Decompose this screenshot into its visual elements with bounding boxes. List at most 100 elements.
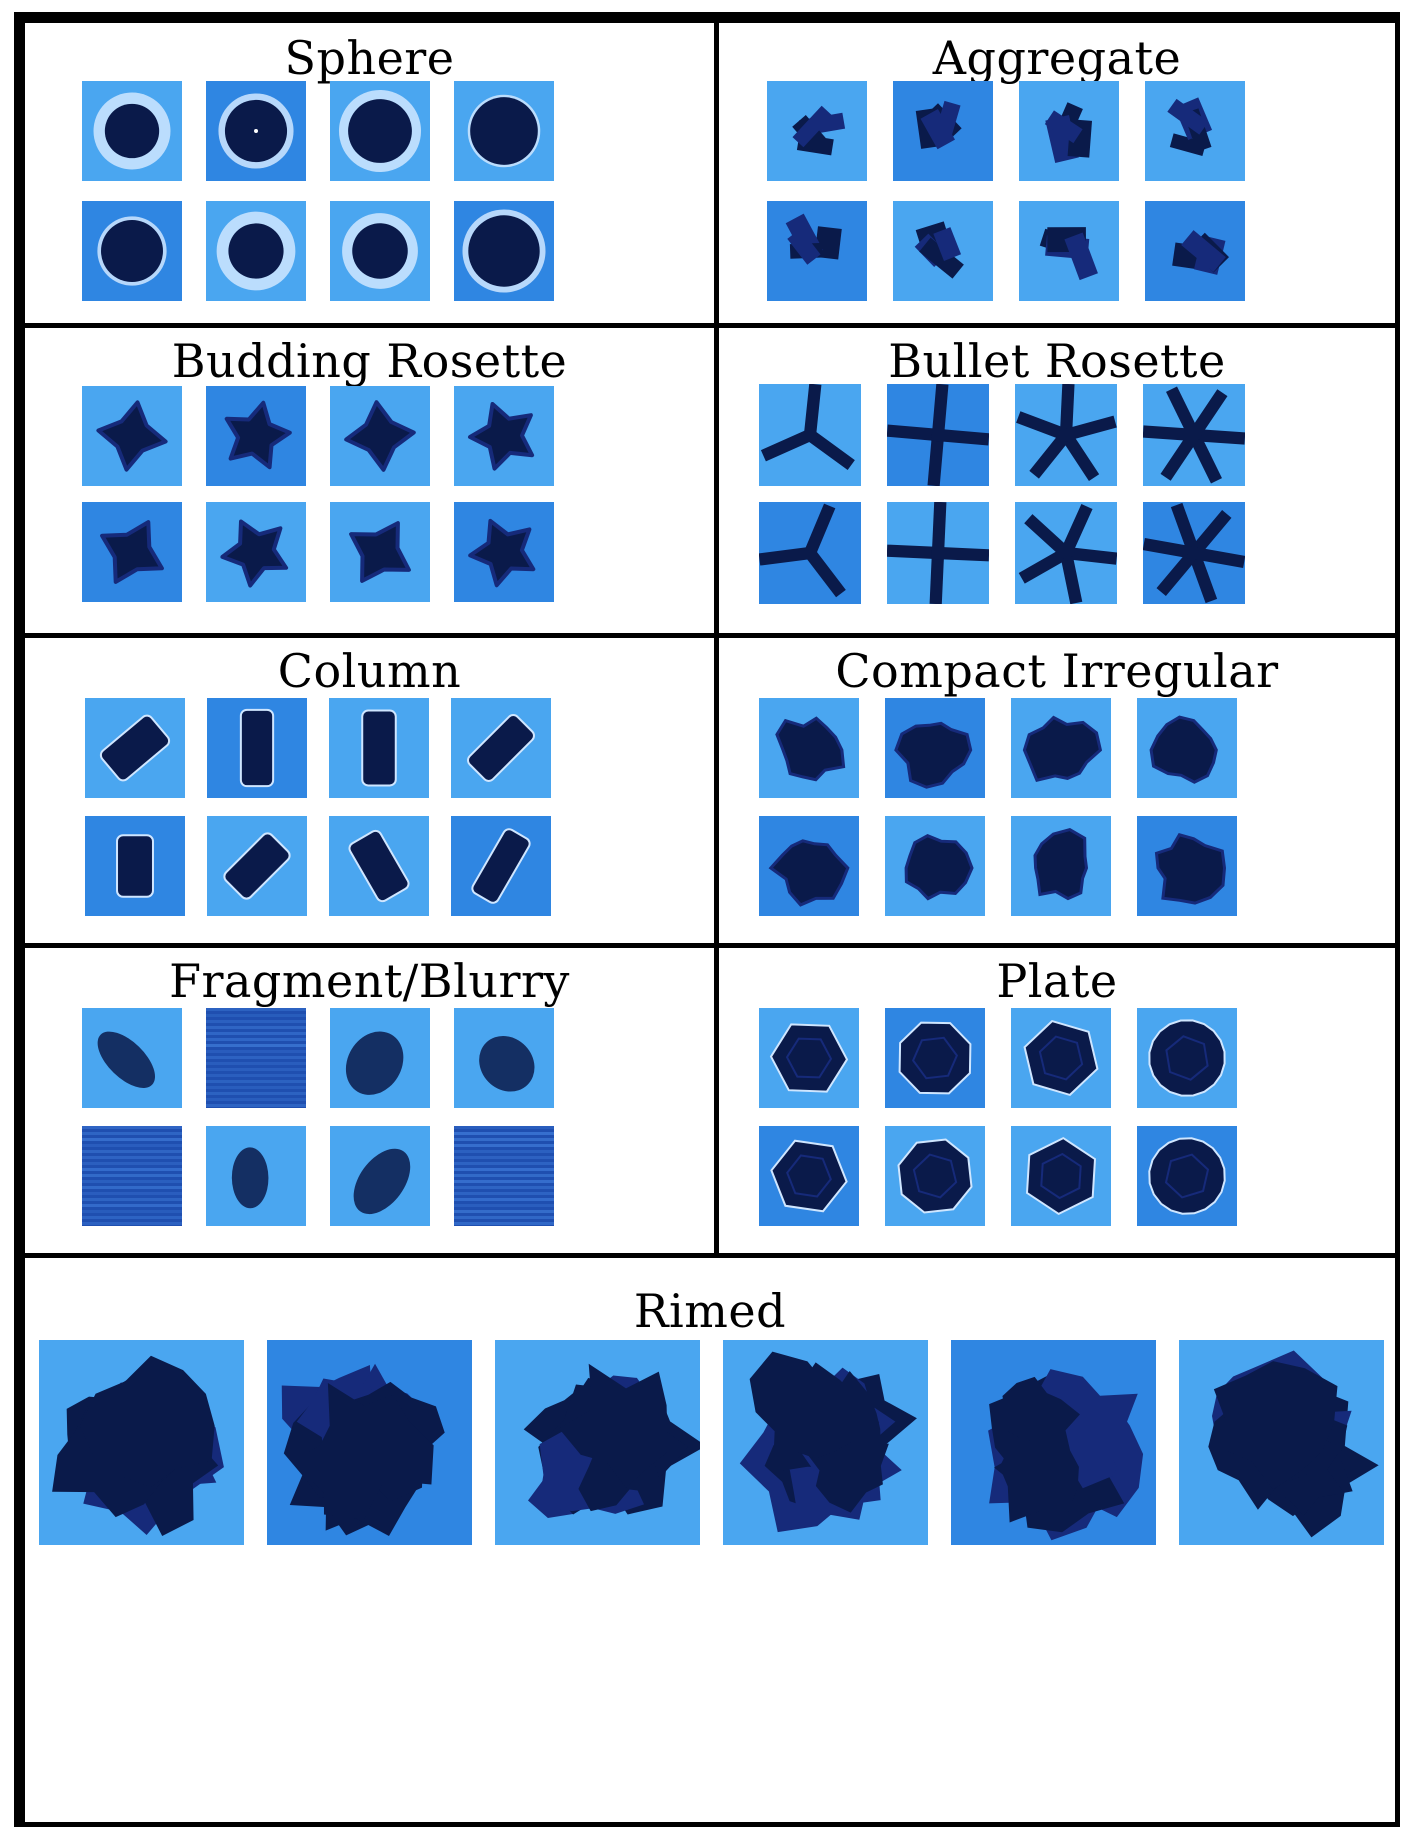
bullet-particle-image bbox=[887, 384, 989, 486]
sphere-particle-image bbox=[206, 81, 306, 181]
particle-graphic bbox=[1143, 502, 1245, 604]
fragment-particle-image bbox=[330, 1008, 430, 1108]
particle-graphic bbox=[330, 1126, 430, 1226]
column-particle-image bbox=[207, 816, 307, 916]
compact-particle-image bbox=[1137, 698, 1237, 798]
particle-graphic bbox=[82, 386, 182, 486]
fragment-particle-image bbox=[330, 1126, 430, 1226]
panel-rimed: Rimed bbox=[20, 1253, 1400, 1827]
particle-graphic bbox=[85, 816, 185, 916]
particle-graphic bbox=[82, 1126, 182, 1226]
compact-particle-image bbox=[759, 816, 859, 916]
panel-title: Compact Irregular bbox=[835, 644, 1279, 698]
particle-graphic bbox=[759, 816, 859, 916]
sphere-particle-image bbox=[82, 201, 182, 301]
particle-graphic bbox=[330, 1008, 430, 1108]
particle-graphic bbox=[329, 816, 429, 916]
aggregate-particle-image bbox=[1145, 81, 1245, 181]
particle-graphic bbox=[759, 502, 861, 604]
aggregate-particle-image bbox=[1019, 201, 1119, 301]
particle-graphic bbox=[1011, 1008, 1111, 1108]
particle-graphic bbox=[1137, 816, 1237, 916]
plate-particle-image bbox=[885, 1126, 985, 1226]
particle-graphic bbox=[39, 1340, 244, 1545]
panel-title: Column bbox=[277, 644, 462, 698]
particle-graphic bbox=[330, 81, 430, 181]
particle-graphic bbox=[451, 698, 551, 798]
particle-graphic bbox=[759, 698, 859, 798]
panel-fragment-blurry: Fragment/Blurry bbox=[20, 943, 719, 1258]
budding-particle-image bbox=[454, 386, 554, 486]
column-particle-image bbox=[451, 698, 551, 798]
particle-graphic bbox=[329, 698, 429, 798]
particle-graphic bbox=[723, 1340, 928, 1545]
panel-title: Bullet Rosette bbox=[888, 334, 1226, 388]
sphere-particle-image bbox=[330, 201, 430, 301]
particle-graphic bbox=[454, 1008, 554, 1108]
particle-graphic bbox=[206, 386, 306, 486]
compact-particle-image bbox=[885, 816, 985, 916]
sphere-particle-image bbox=[454, 201, 554, 301]
aggregate-particle-image bbox=[1145, 201, 1245, 301]
particle-graphic bbox=[1137, 1126, 1237, 1226]
particle-graphic bbox=[85, 698, 185, 798]
particle-graphic bbox=[885, 1008, 985, 1108]
particle-graphic bbox=[1137, 698, 1237, 798]
bullet-particle-image bbox=[1143, 384, 1245, 486]
aggregate-particle-image bbox=[893, 201, 993, 301]
budding-particle-image bbox=[82, 502, 182, 602]
particle-graphic bbox=[767, 201, 867, 301]
panel-title: Plate bbox=[996, 954, 1118, 1008]
rimed-particle-image bbox=[267, 1340, 472, 1545]
fragment-particle-image bbox=[454, 1126, 554, 1226]
fragment-particle-image bbox=[82, 1126, 182, 1226]
rimed-particle-image bbox=[495, 1340, 700, 1545]
particle-graphic bbox=[759, 1008, 859, 1108]
particle-graphic bbox=[330, 201, 430, 301]
plate-particle-image bbox=[759, 1008, 859, 1108]
sphere-particle-image bbox=[206, 201, 306, 301]
aggregate-particle-image bbox=[1019, 81, 1119, 181]
aggregate-particle-image bbox=[767, 81, 867, 181]
particle-graphic bbox=[207, 816, 307, 916]
rimed-particle-image bbox=[1179, 1340, 1384, 1545]
plate-particle-image bbox=[885, 1008, 985, 1108]
bullet-particle-image bbox=[887, 502, 989, 604]
particle-graphic bbox=[206, 201, 306, 301]
rimed-particle-image bbox=[723, 1340, 928, 1545]
particle-graphic bbox=[1015, 502, 1117, 604]
panel-title: Budding Rosette bbox=[171, 334, 568, 388]
fragment-particle-image bbox=[454, 1008, 554, 1108]
panel-column: Column bbox=[20, 633, 719, 948]
bullet-particle-image bbox=[1143, 502, 1245, 604]
panel-title: Fragment/Blurry bbox=[169, 954, 570, 1008]
panel-sphere: Sphere bbox=[20, 18, 719, 328]
column-particle-image bbox=[207, 698, 307, 798]
bullet-particle-image bbox=[759, 502, 861, 604]
bullet-particle-image bbox=[759, 384, 861, 486]
budding-particle-image bbox=[206, 502, 306, 602]
sphere-particle-image bbox=[82, 81, 182, 181]
column-particle-image bbox=[85, 816, 185, 916]
panel-title: Sphere bbox=[284, 31, 455, 85]
particle-graphic bbox=[82, 81, 182, 181]
particle-graphic bbox=[767, 81, 867, 181]
panel-bullet-rosette: Bullet Rosette bbox=[714, 323, 1400, 638]
aggregate-particle-image bbox=[767, 201, 867, 301]
particle-graphic bbox=[454, 201, 554, 301]
particle-graphic bbox=[206, 502, 306, 602]
particle-graphic bbox=[951, 1340, 1156, 1545]
particle-graphic bbox=[330, 502, 430, 602]
particle-graphic bbox=[759, 1126, 859, 1226]
particle-graphic bbox=[893, 81, 993, 181]
fragment-particle-image bbox=[206, 1126, 306, 1226]
plate-particle-image bbox=[1137, 1008, 1237, 1108]
particle-graphic bbox=[1011, 816, 1111, 916]
particle-graphic bbox=[759, 384, 861, 486]
panel-title: Rimed bbox=[633, 1284, 787, 1338]
plate-particle-image bbox=[1011, 1126, 1111, 1226]
particle-graphic bbox=[207, 698, 307, 798]
panel-plate: Plate bbox=[714, 943, 1400, 1258]
budding-particle-image bbox=[454, 502, 554, 602]
panel-budding-rosette: Budding Rosette bbox=[20, 323, 719, 638]
